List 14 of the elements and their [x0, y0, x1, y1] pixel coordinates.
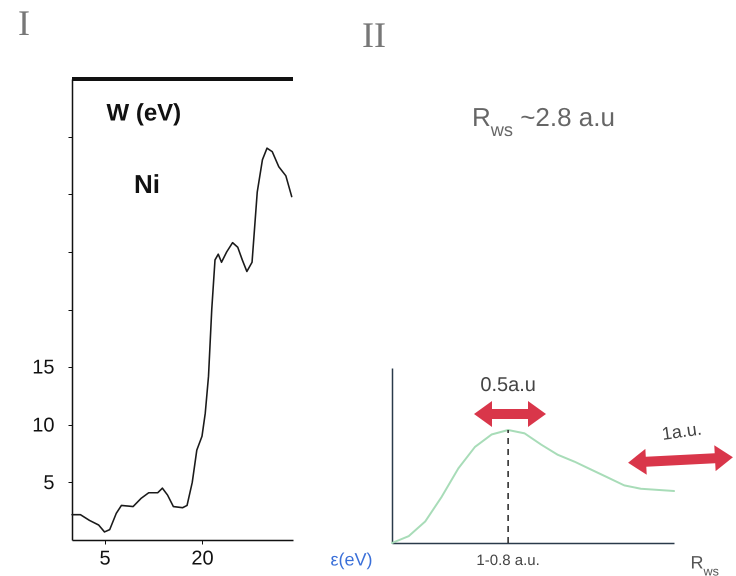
text: 0.5a.u: [480, 374, 536, 396]
y-axis-title: W (eV): [106, 100, 182, 126]
annotation: 1a.u.: [660, 418, 703, 444]
y-tick-label: 10: [32, 414, 54, 436]
y-tick-label: 15: [32, 356, 54, 379]
text: R$_{ws}$ ~2.8 a.u: [472, 102, 615, 140]
text: 1-0.8 a.u.: [476, 552, 540, 569]
x-axis-title: ε(eV): [330, 550, 373, 570]
chart-title: I: [18, 3, 30, 43]
x-axis-title: R$_{ws}$: [690, 552, 719, 576]
x-tick-label: 20: [191, 548, 214, 570]
annotation: Ni: [134, 169, 160, 199]
chart-title: II: [362, 15, 386, 55]
y-tick-label: 5: [43, 472, 54, 494]
